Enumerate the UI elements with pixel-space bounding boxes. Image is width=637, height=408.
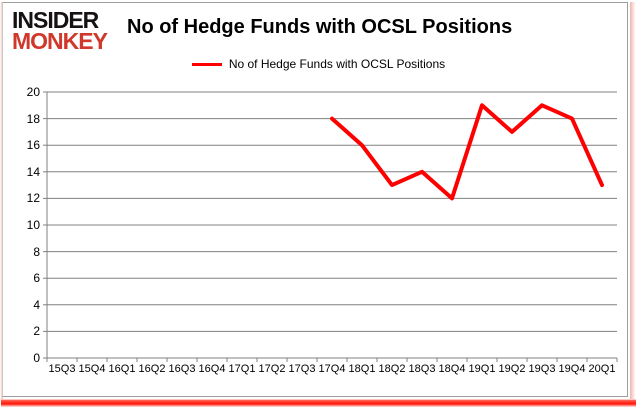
frame-glow-left <box>0 2 3 402</box>
x-axis-label: 19Q3 <box>528 363 556 375</box>
x-axis-label: 18Q2 <box>378 363 406 375</box>
x-axis-label: 17Q2 <box>258 363 286 375</box>
x-axis-label: 16Q1 <box>108 363 136 375</box>
series-line <box>330 103 604 201</box>
frame-glow-right <box>630 2 637 402</box>
legend-line-swatch <box>191 62 222 66</box>
y-axis-label: 10 <box>26 218 40 232</box>
x-axis-label: 19Q4 <box>558 363 586 375</box>
y-axis-label: 4 <box>33 297 40 312</box>
x-axis-label: 16Q4 <box>198 363 226 375</box>
x-axis-label: 19Q1 <box>468 363 496 375</box>
x-axis-label: 20Q1 <box>588 363 616 375</box>
x-axis-label: 17Q3 <box>288 363 316 375</box>
y-axis-label: 8 <box>33 244 40 259</box>
y-axis-label: 16 <box>26 138 40 153</box>
frame-glow-bottom <box>1 399 636 408</box>
insider-monkey-logo: INSIDER MONKEY <box>12 7 108 55</box>
x-axis-label: 15Q4 <box>78 363 106 375</box>
legend-label: No of Hedge Funds with OCSL Positions <box>228 57 446 71</box>
x-axis-label: 18Q3 <box>408 363 436 375</box>
y-axis-label: 6 <box>33 271 40 286</box>
legend: No of Hedge Funds with OCSL Positions <box>0 57 637 71</box>
x-axis-label: 17Q4 <box>318 363 346 375</box>
y-axis-label: 18 <box>26 111 40 126</box>
y-axis-label: 14 <box>26 164 40 179</box>
y-axis-label: 20 <box>26 85 40 99</box>
x-axis-label: 17Q1 <box>228 363 256 375</box>
y-axis-label: 2 <box>33 324 40 339</box>
x-axis-label: 16Q2 <box>138 363 166 375</box>
logo-text-monkey: MONKEY <box>12 28 108 55</box>
x-axis-label: 15Q3 <box>48 363 76 375</box>
x-axis-label: 18Q1 <box>348 363 376 375</box>
y-axis-label: 12 <box>26 191 40 206</box>
chart-title: No of Hedge Funds with OCSL Positions <box>127 16 513 38</box>
y-axis-label: 0 <box>33 351 40 365</box>
x-axis-label: 16Q3 <box>168 363 196 375</box>
logo-text-insider: INSIDER <box>12 7 99 33</box>
x-axis-label: 18Q4 <box>438 363 466 375</box>
x-axis-label: 19Q2 <box>498 363 526 375</box>
